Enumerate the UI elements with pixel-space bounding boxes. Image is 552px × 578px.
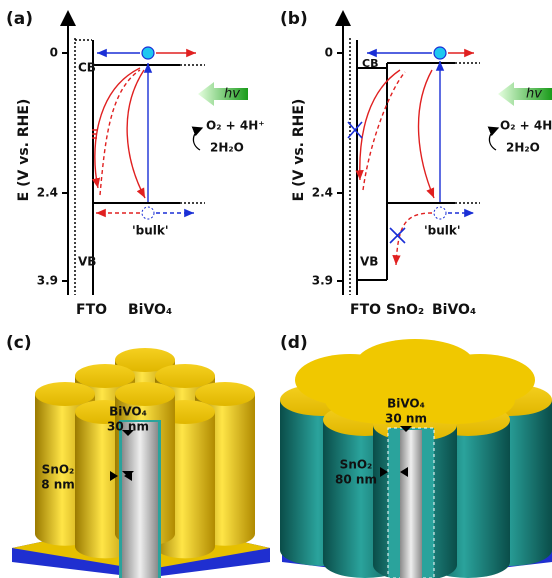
electron: [434, 47, 446, 59]
tick-label: 0: [50, 46, 58, 60]
layer-label: BiVO₄: [432, 302, 476, 318]
tick-label: 2.4: [37, 186, 58, 200]
axis-label: E (V vs. RHE): [16, 99, 32, 202]
blocked-mark: [390, 228, 405, 243]
material-label: SnO₂: [42, 463, 75, 477]
recombination-arrow: [419, 70, 434, 198]
material-label: SnO₂: [340, 458, 373, 472]
vb-label: VB: [360, 255, 378, 269]
electron: [142, 47, 154, 59]
tick-label: 3.9: [312, 274, 333, 288]
tick-label: 3.9: [37, 274, 58, 288]
thickness-label: 8 nm: [41, 478, 75, 492]
reaction-reactant: 2H₂O: [506, 141, 540, 155]
cb-label: CB: [78, 61, 96, 75]
bulk-label: 'bulk': [424, 224, 461, 238]
thickness-label: 80 nm: [335, 473, 377, 487]
recombination-arrow: [127, 70, 145, 198]
recombination-arrow: [360, 70, 400, 180]
page: {"panels": [ {"label": "(a)", "axis_labe…: [0, 0, 552, 578]
panel-c: (c): [6, 333, 270, 578]
cylinder-top: [35, 382, 95, 406]
panel-b: (b) E (V vs. RHE) 0 2.4 3.9 CB VB 'bulk'…: [280, 9, 552, 318]
body: (a) E (V vs. RHE) 0 2.4 3.9 CB VB 'bulk'…: [0, 0, 552, 578]
tick-label: 2.4: [312, 186, 333, 200]
reaction-arrow: [489, 128, 498, 150]
material-label: BiVO₄: [109, 405, 147, 419]
cylinder-top: [75, 364, 135, 388]
material-label: BiVO₄: [387, 397, 425, 411]
tick-label: 0: [325, 46, 333, 60]
reaction-product: O₂ + 4H⁺: [206, 119, 265, 133]
cross-section-core: [400, 430, 422, 578]
panel-label: (d): [280, 333, 308, 353]
hole: [142, 207, 154, 219]
panel-a: (a) E (V vs. RHE) 0 2.4 3.9 CB VB 'bulk'…: [6, 9, 265, 318]
panel-label: (a): [6, 9, 33, 29]
cylinder-top: [195, 382, 255, 406]
layer-label: FTO: [76, 302, 107, 318]
cb-label: CB: [362, 57, 378, 70]
axis-label: E (V vs. RHE): [291, 99, 307, 202]
hole: [434, 207, 446, 219]
panel-d: (d): [280, 333, 552, 578]
layer-label: BiVO₄: [128, 302, 172, 318]
reaction-reactant: 2H₂O: [210, 141, 244, 155]
recombination-arrow: [363, 72, 405, 190]
panel-label: (c): [6, 333, 32, 353]
layer-label: SnO₂: [386, 302, 424, 318]
light-label: hv: [224, 87, 240, 102]
thickness-label: 30 nm: [385, 412, 427, 426]
panel-label: (b): [280, 9, 308, 29]
bulk-label: 'bulk': [132, 224, 169, 238]
reaction-arrow: [193, 128, 202, 150]
layer-label: FTO: [350, 302, 381, 318]
cylinder-top: [155, 364, 215, 388]
cross-section-core: [122, 422, 158, 578]
thickness-label: 30 nm: [107, 420, 149, 434]
light-label: hv: [526, 87, 542, 102]
reaction-product: O₂ + 4H: [500, 119, 552, 133]
vb-label: VB: [78, 255, 96, 269]
light-arrow: [498, 82, 552, 106]
cylinder-top: [115, 382, 175, 406]
figure: (a) E (V vs. RHE) 0 2.4 3.9 CB VB 'bulk'…: [0, 0, 552, 578]
light-arrow: [198, 82, 248, 106]
